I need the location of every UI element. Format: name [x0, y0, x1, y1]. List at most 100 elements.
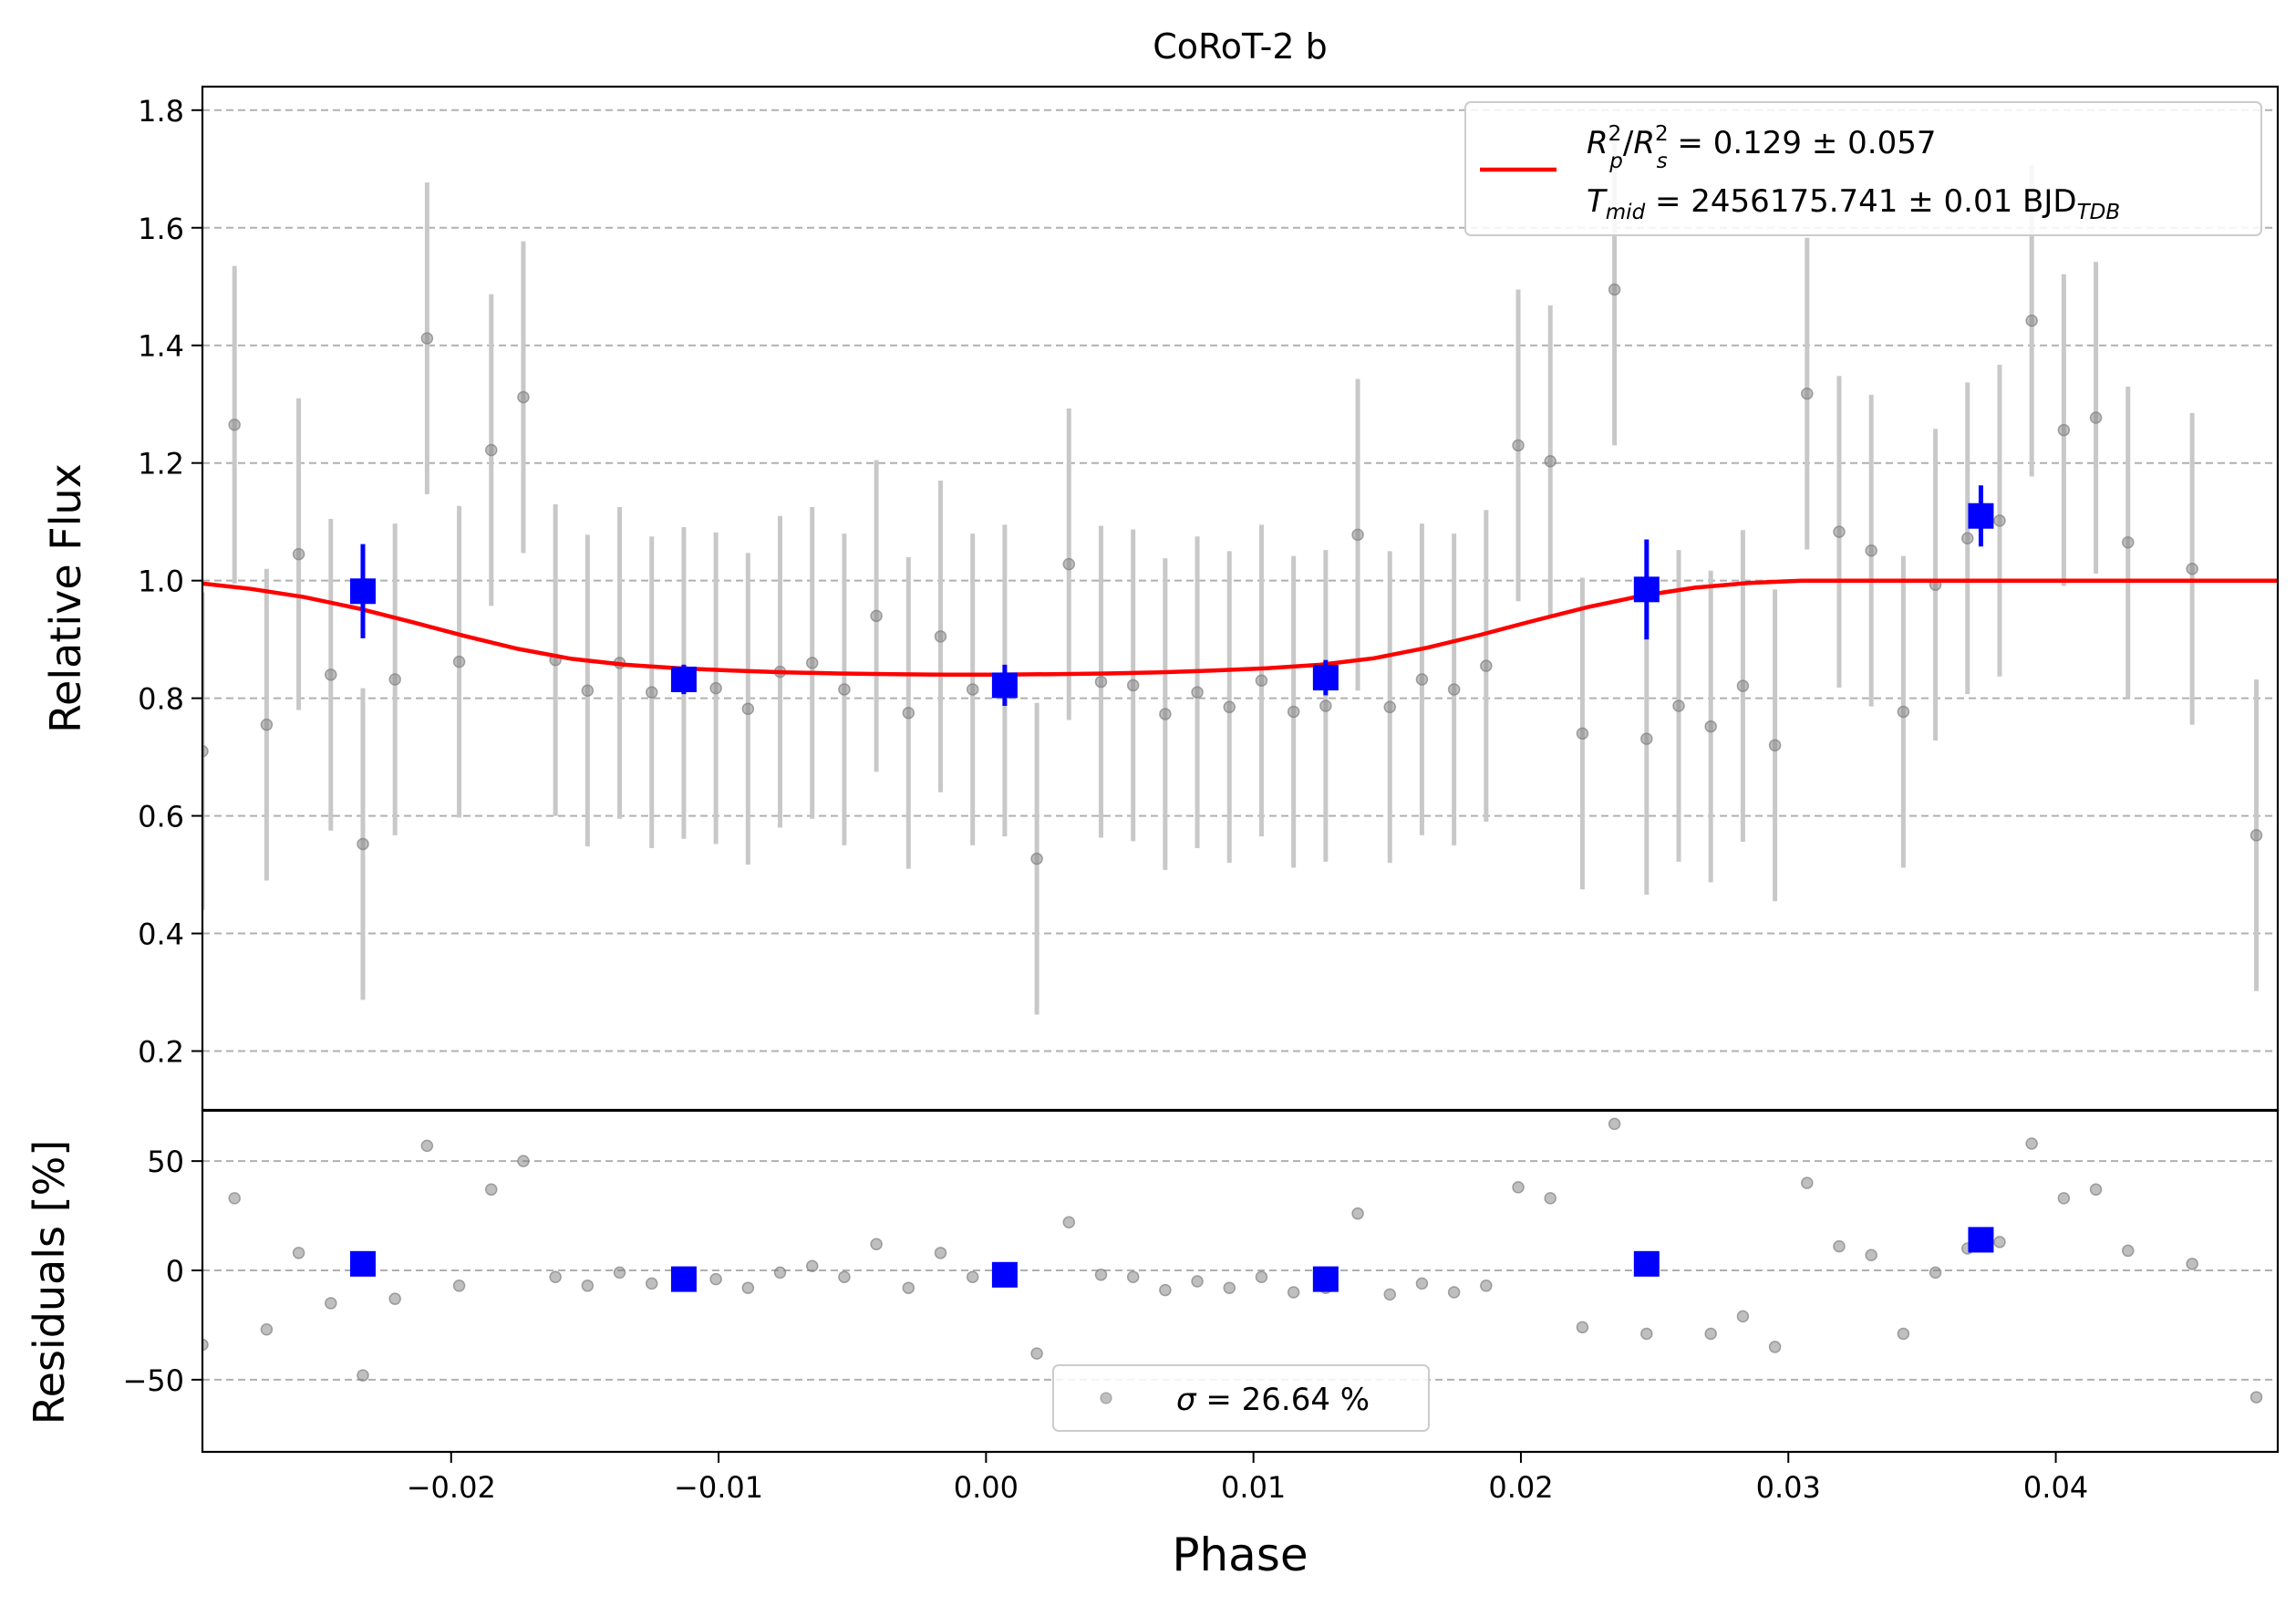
raw-residual-point [645, 1277, 658, 1290]
raw-point [1319, 699, 1332, 712]
binned-residual-point [1312, 1266, 1339, 1292]
raw-point [1351, 528, 1364, 542]
raw-residual-point [773, 1266, 787, 1280]
binned-point [991, 672, 1018, 699]
raw-point [1993, 514, 2006, 527]
raw-residual-point [260, 1322, 274, 1336]
legend-residual-swatch [1100, 1392, 1112, 1404]
transit-model-line [202, 578, 2278, 678]
raw-residual-point [228, 1192, 241, 1205]
raw-residual-point [805, 1259, 819, 1272]
raw-point [1094, 675, 1108, 689]
binned-point [670, 666, 697, 692]
top-legend: R2 p/R2 s = 0.129 ± 0.057 Tmid = 2456175.7… [1464, 101, 2262, 236]
raw-point [2057, 423, 2071, 437]
raw-residual-point [838, 1270, 851, 1283]
raw-point [581, 684, 595, 697]
binned-point [1633, 576, 1660, 603]
raw-point [709, 681, 722, 695]
raw-residual-point [1191, 1275, 1204, 1288]
raw-point [934, 630, 947, 643]
raw-residual-point [741, 1281, 755, 1294]
raw-point [1608, 283, 1621, 296]
legend-tmid-entry: Tmid = 2456175.741 ± 0.01 BJDTDB [1587, 183, 2120, 224]
raw-point [1736, 679, 1750, 692]
raw-residual-point [1768, 1341, 1782, 1353]
raw-residual-point [1833, 1239, 1846, 1253]
top-y-axis-label: Relative Flux [41, 463, 90, 733]
raw-point [902, 706, 915, 720]
raw-residual-point [1351, 1207, 1364, 1220]
raw-point [452, 655, 466, 668]
binned-residual-point [991, 1261, 1018, 1288]
raw-residual-point [1865, 1249, 1877, 1261]
raw-point [1223, 700, 1236, 714]
raw-residual-point [325, 1297, 337, 1310]
raw-point [1062, 557, 1076, 571]
bottom-y-tick-label: 0 [166, 1254, 184, 1289]
binned-residual-point [1968, 1227, 1994, 1253]
binned-flux-points [349, 485, 1994, 707]
binned-residual-point [349, 1250, 376, 1277]
raw-point [1576, 727, 1589, 741]
raw-point [1512, 439, 1525, 452]
x-tick-label: 0.00 [954, 1470, 1019, 1505]
top-gridlines [202, 109, 2278, 1052]
bottom-legend-box [1052, 1364, 1430, 1432]
raw-residual-point [1287, 1286, 1300, 1299]
bottom-y-axis-label: Residuals [%] [25, 1140, 74, 1425]
raw-point [966, 683, 979, 696]
raw-residual-point [613, 1266, 626, 1280]
raw-residual-point [934, 1247, 947, 1259]
x-tick-label: −0.02 [407, 1470, 496, 1505]
raw-point [420, 332, 434, 345]
raw-point [1833, 525, 1846, 538]
raw-residual-point [709, 1272, 722, 1286]
binned-residual-points [349, 1227, 1994, 1292]
raw-residual-point [1159, 1283, 1172, 1297]
raw-point [485, 443, 498, 457]
raw-residual-point [2249, 1391, 2263, 1404]
raw-point [2249, 829, 2263, 842]
raw-residual-point [1255, 1270, 1268, 1283]
raw-residual-point [902, 1281, 915, 1294]
top-y-tick-label: 1.6 [138, 212, 184, 246]
raw-point [1415, 673, 1429, 686]
raw-residual-point [2057, 1192, 2071, 1205]
raw-point [1897, 705, 1910, 719]
binned-point [349, 578, 376, 605]
raw-residual-point [1801, 1176, 1814, 1189]
raw-residual-point [1094, 1269, 1108, 1281]
x-axis-ticks: −0.02 −0.01 0.00 0.01 0.02 0.03 0.04 [407, 1452, 2088, 1505]
binned-point [1312, 665, 1339, 691]
raw-residual-point [1512, 1181, 1525, 1194]
raw-residual-point [420, 1139, 434, 1153]
chart-title: CoRoT-2 b [1153, 26, 1328, 67]
top-y-tick-label: 1.2 [138, 447, 184, 482]
raw-point [1768, 739, 1782, 751]
x-tick-label: 0.01 [1221, 1470, 1286, 1505]
raw-residual-point [1640, 1327, 1653, 1341]
raw-residual-point [1062, 1216, 1076, 1229]
raw-residual-point [1383, 1288, 1396, 1301]
raw-residual-point [1544, 1192, 1557, 1205]
raw-point [260, 718, 274, 731]
raw-point [202, 744, 209, 758]
raw-point [1801, 387, 1814, 400]
raw-point [741, 702, 755, 715]
top-legend-box [1464, 101, 2262, 236]
raw-point [1030, 852, 1043, 865]
raw-residual-point [2122, 1244, 2135, 1258]
raw-residual-point [1480, 1280, 1493, 1292]
raw-residual-point [2186, 1258, 2198, 1270]
raw-point [1704, 720, 1717, 733]
raw-residual-point [1447, 1286, 1461, 1299]
raw-residual-point [1415, 1277, 1429, 1290]
raw-residual-point [485, 1183, 498, 1197]
raw-residual-point [517, 1155, 530, 1167]
raw-residual-points [202, 1117, 2263, 1404]
raw-residual-point [1704, 1327, 1717, 1341]
raw-point [1961, 532, 1974, 544]
